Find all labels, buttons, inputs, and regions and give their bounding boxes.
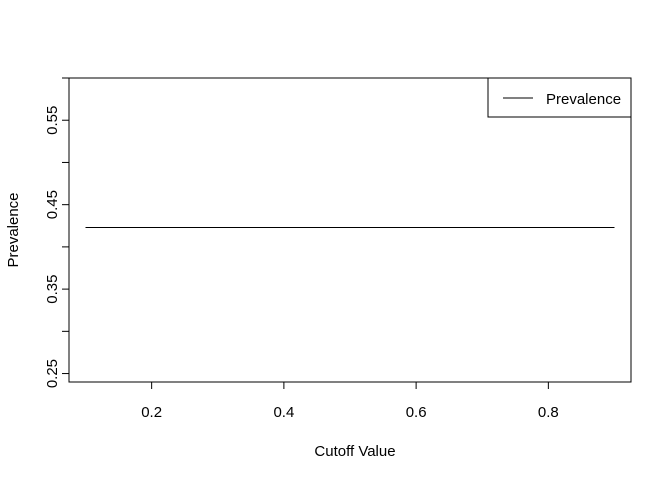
y-axis: 0.25 0.35 0.45 0.55 [44, 77, 69, 388]
y-tick-label: 0.45 [44, 190, 61, 219]
y-tick-label: 0.25 [44, 359, 61, 388]
x-tick-label: 0.6 [406, 404, 427, 421]
legend-label-prevalence: Prevalence [546, 91, 621, 108]
plot-frame [68, 77, 632, 383]
x-axis: 0.2 0.4 0.6 0.8 [141, 382, 559, 421]
y-tick-label: 0.35 [44, 275, 61, 304]
x-tick-label: 0.8 [538, 404, 559, 421]
y-tick-label: 0.55 [44, 106, 61, 135]
x-axis-title: Cutoff Value [314, 443, 395, 460]
x-tick-label: 0.4 [273, 404, 294, 421]
legend: Prevalence [487, 77, 632, 118]
y-axis-title: Prevalence [5, 192, 22, 267]
x-tick-label: 0.2 [141, 404, 162, 421]
